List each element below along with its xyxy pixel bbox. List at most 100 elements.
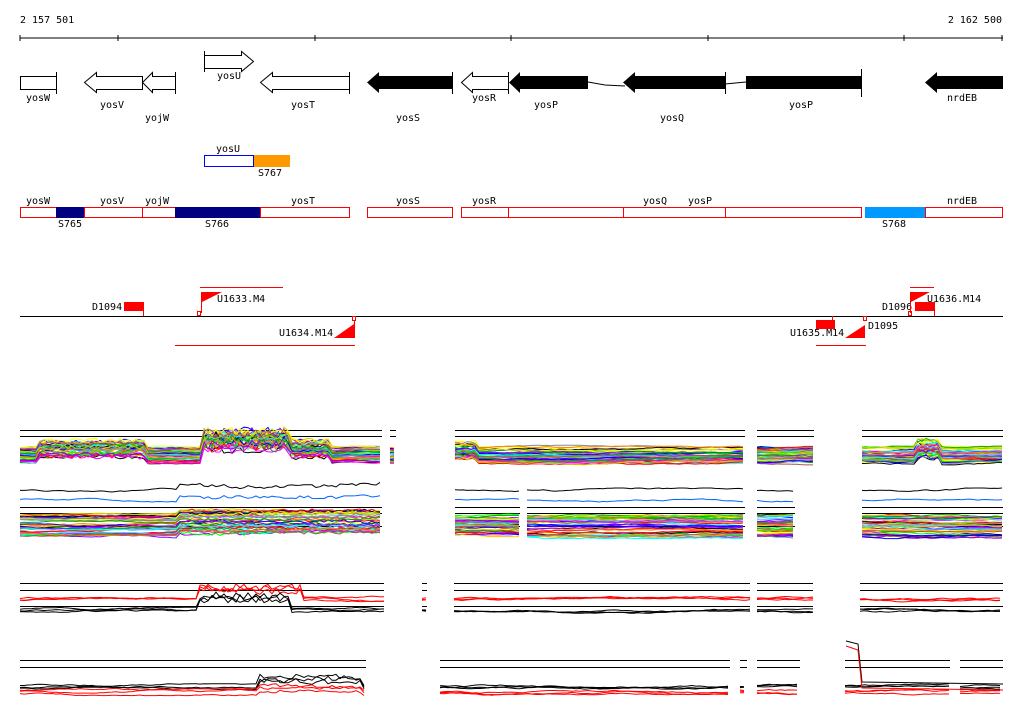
expression-profile-line: [756, 523, 794, 526]
transcript-label: yosP: [688, 196, 712, 207]
expression-profile-line: [19, 526, 381, 537]
gene-label: yosQ: [660, 113, 684, 124]
expression-profile-line: [756, 453, 814, 456]
site-label: U1635.M14: [790, 328, 844, 339]
expression-profile-line: [454, 513, 519, 517]
ruler-end: 2 162 500: [948, 15, 1002, 26]
expression-profile-line: [859, 598, 1001, 602]
expression-profile-line: [756, 530, 794, 534]
gene-label: yosR: [472, 93, 497, 104]
expression-profile-line: [756, 457, 813, 461]
expression-profile-line: [454, 520, 520, 523]
expression-profile-line: [454, 534, 520, 538]
expression-profile-line: [526, 536, 744, 540]
expression-profile-line: [861, 516, 1003, 520]
expression-profile-line: [439, 685, 729, 690]
segment-S767[interactable]: [254, 155, 290, 167]
expression-profile-line: [19, 689, 365, 697]
transcript-label: yosV: [100, 196, 124, 207]
expression-profile-line: [859, 597, 1001, 603]
expression-profile-line: [19, 439, 381, 463]
expression-profile-line: [756, 519, 794, 523]
expression-profile-line: [756, 530, 794, 533]
segment-label: S765: [58, 219, 82, 230]
expression-profile-line: [20, 481, 381, 493]
expression-profile-line: [756, 445, 813, 450]
expression-profile-line: [861, 498, 1003, 502]
site-label: U1633.M4: [217, 294, 265, 305]
expression-profile-line: [421, 599, 427, 601]
expression-profile-line: [19, 528, 381, 537]
expression-profile-line: [526, 514, 744, 518]
transcript-block-2[interactable]: [461, 207, 862, 218]
transcript-label: nrdEB: [947, 196, 977, 207]
expression-profile-line: [454, 534, 520, 538]
gene-yosP-2[interactable]: yosP: [746, 69, 862, 111]
site-D1095[interactable]: D1095: [816, 316, 898, 332]
gene-yosV[interactable]: yosV: [83, 71, 143, 112]
site-U1636[interactable]: U1636.M14: [908, 287, 982, 316]
expression-profile-line: [861, 487, 1003, 492]
expression-profile-line: [861, 445, 1003, 458]
expression-profile-line: [421, 597, 427, 599]
expression-profile-line: [959, 692, 1001, 695]
site-U1634[interactable]: U1634.M14: [175, 316, 356, 346]
gene-yosT[interactable]: yosT: [259, 71, 350, 111]
gene-label: yosU: [217, 71, 241, 82]
segment-row-1: yosU S767: [204, 144, 290, 179]
gene-yosU[interactable]: yosU: [204, 50, 255, 82]
transcript-label: yosQ: [643, 196, 667, 207]
expression-profile-line: [861, 522, 1003, 526]
gene-yosP-1[interactable]: yosP: [509, 72, 626, 111]
gene-yosS[interactable]: yosS: [367, 72, 453, 124]
expression-tracks: [19, 426, 1004, 697]
site-U1633[interactable]: U1633.M4: [197, 287, 284, 316]
site-label: U1636.M14: [927, 294, 981, 305]
gene-yosR[interactable]: yosR: [460, 71, 509, 104]
segment-S766[interactable]: [175, 207, 260, 218]
gene-label: yosV: [100, 100, 124, 111]
expression-profile-line: [19, 686, 365, 694]
expression-profile-line: [861, 524, 1003, 529]
gene-label: yosS: [396, 113, 420, 124]
ruler: 2 157 501 2 162 500: [19, 15, 1003, 41]
expression-profile-line: [454, 447, 744, 456]
expression-profile-line: [527, 498, 744, 503]
expression-profile-line: [861, 529, 1003, 533]
segment-S768[interactable]: [865, 207, 925, 218]
site-U1635[interactable]: U1635.M14: [790, 316, 867, 346]
expression-profile-line: [454, 519, 520, 523]
site-D1096[interactable]: D1096: [882, 302, 935, 316]
expression-profile-line: [861, 455, 1003, 466]
gene-label: nrdEB: [947, 93, 977, 104]
expression-profile-line: [454, 450, 743, 459]
expression-profile-line: [959, 687, 1001, 690]
segment-S765[interactable]: [56, 207, 84, 218]
segment-label: S768: [882, 219, 906, 230]
expression-profile-line: [756, 521, 794, 524]
gene-label: yosW: [26, 93, 51, 104]
gene-nrdEB[interactable]: nrdEB: [925, 72, 1003, 104]
site-D1094[interactable]: D1094: [92, 302, 144, 316]
expression-profile-line: [756, 454, 814, 457]
expression-profile-line: [756, 462, 813, 466]
expression-profile-line: [756, 448, 814, 452]
expression-profile-line: [526, 487, 744, 492]
expression-profile-line: [861, 521, 1003, 525]
transcript-label: yosR: [472, 196, 497, 207]
expression-profile-line: [526, 530, 744, 535]
expression-profile-line: [453, 597, 751, 601]
expression-profile-line: [389, 451, 395, 453]
expression-profile-line: [19, 683, 365, 692]
transcript-yosU[interactable]: [204, 155, 254, 167]
expression-profile-line: [454, 456, 743, 466]
expression-profile-line: [526, 523, 744, 529]
gene-yosQ[interactable]: yosQ: [623, 72, 747, 124]
gene-yojW[interactable]: yojW: [141, 71, 176, 124]
expression-profile-line: [861, 442, 1003, 453]
transcript-yosS[interactable]: [367, 207, 453, 218]
transcript-nrdEB[interactable]: [925, 207, 1003, 218]
gene-yosW[interactable]: yosW: [20, 72, 57, 104]
expression-profile-line: [19, 583, 384, 602]
expression-profile-line: [439, 691, 729, 696]
